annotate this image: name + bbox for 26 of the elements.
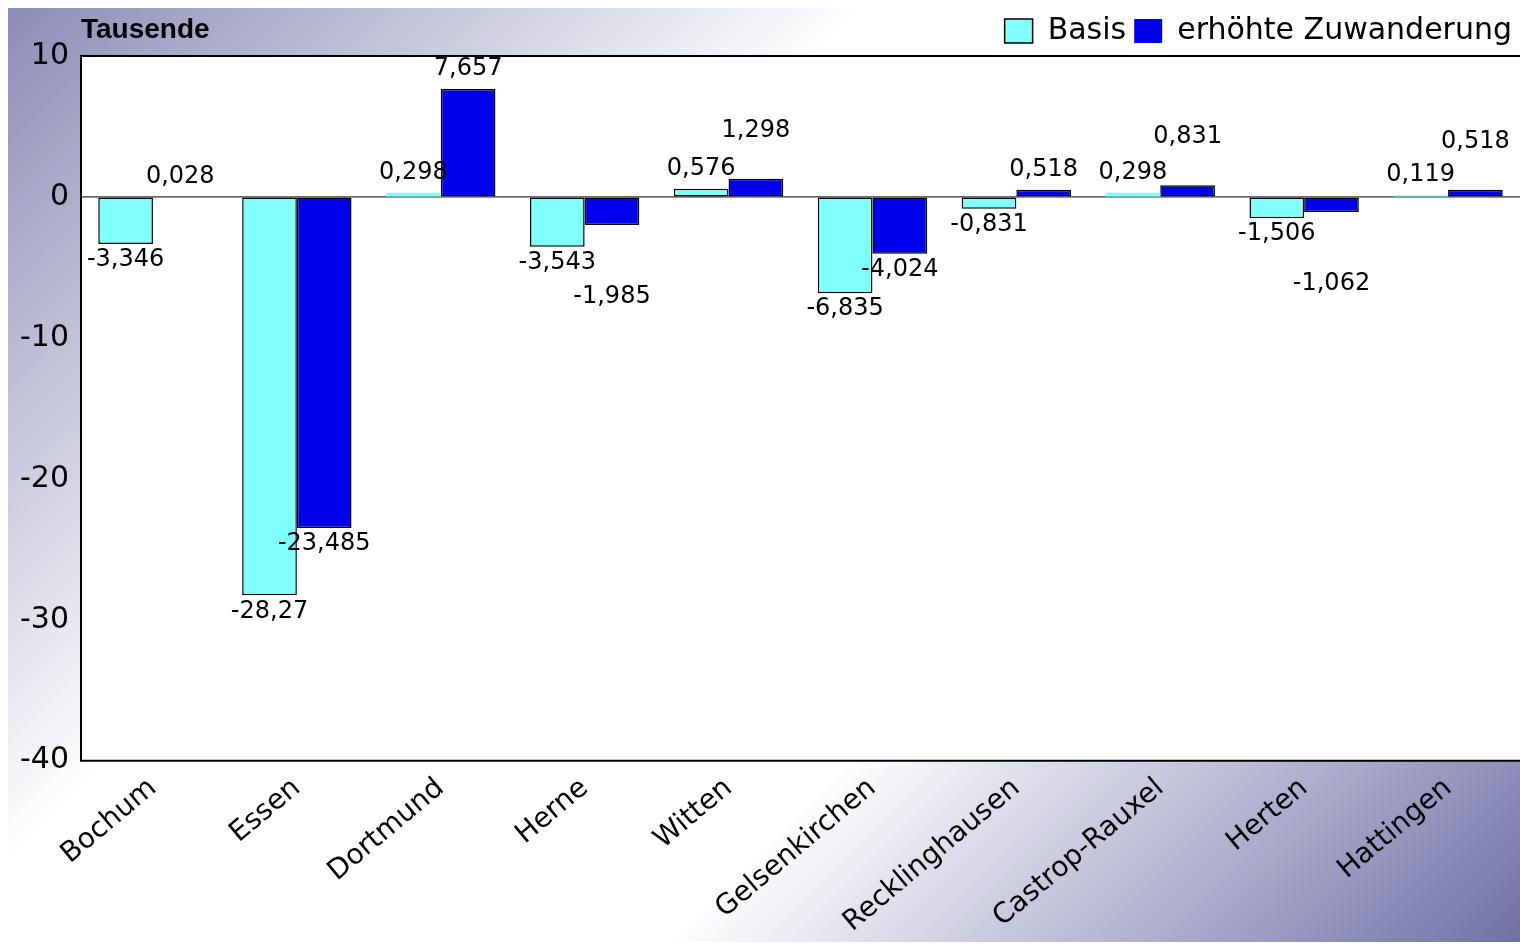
data-label: 7,657 bbox=[433, 53, 503, 82]
data-label: -1,506 bbox=[1238, 218, 1316, 247]
data-label: -28,27 bbox=[230, 595, 309, 624]
data-label: 0,576 bbox=[666, 153, 736, 182]
data-label: -6,835 bbox=[806, 293, 884, 322]
y-tick-label: 0 bbox=[49, 176, 69, 212]
data-label: 0,119 bbox=[1386, 159, 1456, 188]
y-tick-label: 10 bbox=[30, 35, 69, 71]
data-label: -0,831 bbox=[950, 208, 1028, 237]
data-label: -3,346 bbox=[86, 244, 165, 273]
y-tick-label: -20 bbox=[20, 458, 69, 494]
legend-label: erhöhte Zuwanderung bbox=[1177, 10, 1513, 46]
legend-label: Basis bbox=[1047, 10, 1127, 46]
data-label: 0,518 bbox=[1441, 125, 1510, 154]
data-label: -1,062 bbox=[1292, 268, 1371, 297]
data-label: 0,298 bbox=[1098, 156, 1168, 185]
data-label: 0,028 bbox=[145, 160, 215, 189]
data-label: 0,831 bbox=[1153, 121, 1222, 150]
data-label: -1,985 bbox=[573, 281, 651, 310]
y-tick-label: -10 bbox=[20, 317, 69, 353]
data-label: 0,518 bbox=[1009, 153, 1079, 182]
data-label: -3,543 bbox=[518, 247, 596, 276]
y-tick-label: -40 bbox=[20, 740, 69, 776]
y-tick-label: -30 bbox=[20, 599, 69, 635]
data-label: 1,298 bbox=[721, 114, 791, 143]
y-axis-title: Tausende bbox=[81, 12, 210, 44]
